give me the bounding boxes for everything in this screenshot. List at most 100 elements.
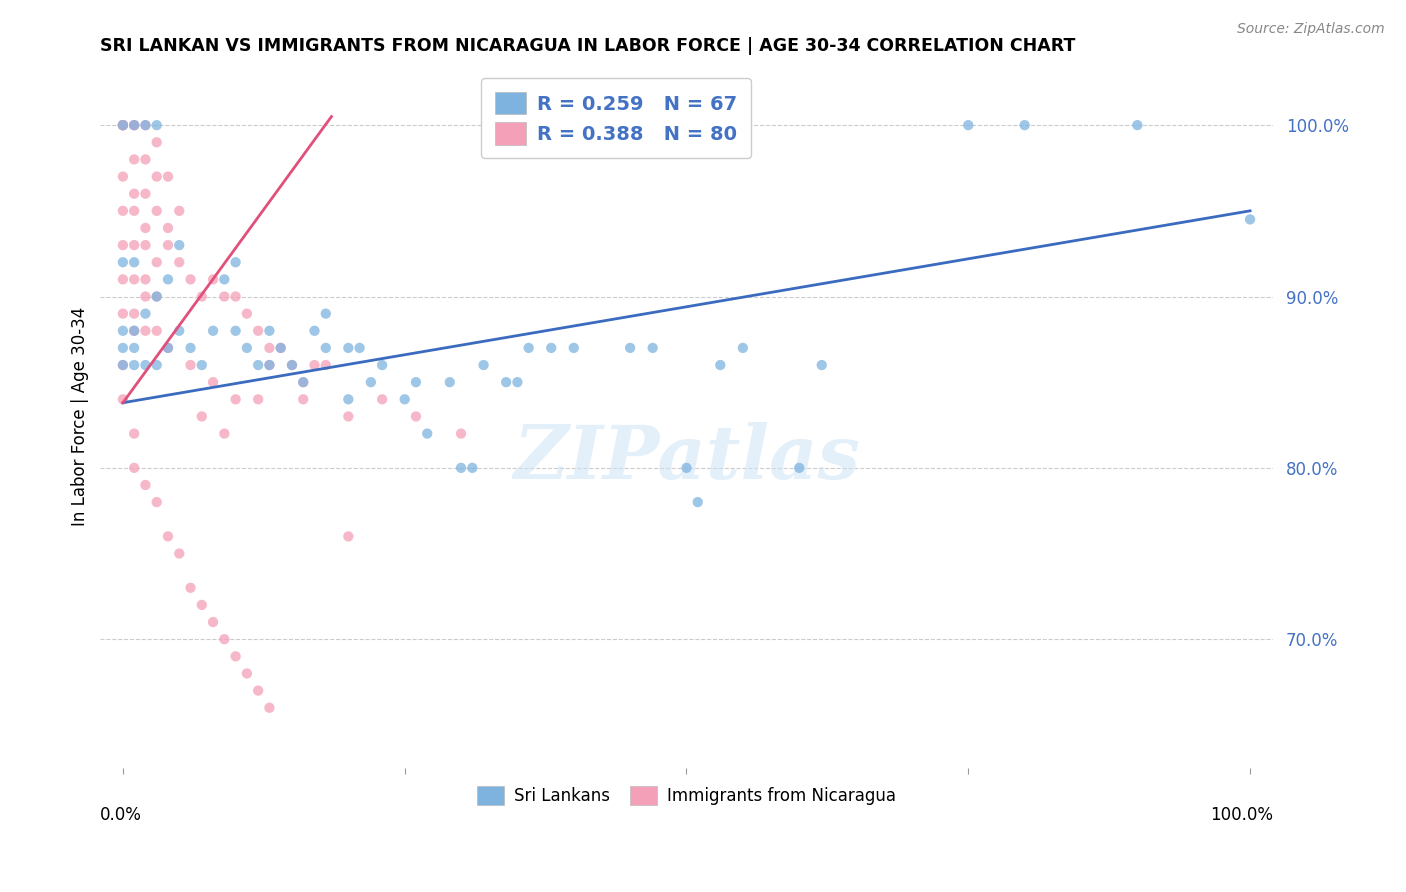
Point bbox=[394, 392, 416, 407]
Point bbox=[156, 272, 179, 286]
Point bbox=[405, 375, 427, 389]
Point bbox=[145, 118, 167, 132]
Text: SRI LANKAN VS IMMIGRANTS FROM NICARAGUA IN LABOR FORCE | AGE 30-34 CORRELATION C: SRI LANKAN VS IMMIGRANTS FROM NICARAGUA … bbox=[100, 37, 1076, 55]
Point bbox=[145, 289, 167, 303]
Point bbox=[247, 392, 270, 407]
Point bbox=[337, 392, 360, 407]
Point bbox=[236, 666, 259, 681]
Point bbox=[122, 153, 145, 167]
Point bbox=[111, 169, 134, 184]
Point bbox=[134, 186, 156, 201]
Point bbox=[259, 324, 281, 338]
Point bbox=[111, 238, 134, 252]
Point bbox=[180, 341, 202, 355]
Point bbox=[562, 341, 585, 355]
Point bbox=[731, 341, 754, 355]
Point bbox=[145, 358, 167, 372]
Point bbox=[167, 238, 190, 252]
Point bbox=[145, 203, 167, 218]
Point bbox=[111, 118, 134, 132]
Point bbox=[122, 307, 145, 321]
Point bbox=[122, 324, 145, 338]
Point bbox=[247, 358, 270, 372]
Point bbox=[686, 495, 709, 509]
Point bbox=[304, 358, 326, 372]
Point bbox=[450, 460, 472, 475]
Point bbox=[111, 118, 134, 132]
Point bbox=[134, 478, 156, 492]
Point bbox=[191, 289, 214, 303]
Text: Source: ZipAtlas.com: Source: ZipAtlas.com bbox=[1237, 22, 1385, 37]
Point bbox=[111, 203, 134, 218]
Point bbox=[145, 289, 167, 303]
Y-axis label: In Labor Force | Age 30-34: In Labor Force | Age 30-34 bbox=[72, 307, 89, 526]
Point bbox=[517, 341, 540, 355]
Point bbox=[450, 426, 472, 441]
Point bbox=[134, 118, 156, 132]
Point bbox=[202, 615, 225, 629]
Text: 100.0%: 100.0% bbox=[1209, 806, 1272, 824]
Point bbox=[1014, 118, 1036, 132]
Point bbox=[315, 341, 337, 355]
Point bbox=[1239, 212, 1261, 227]
Point bbox=[214, 272, 236, 286]
Point bbox=[145, 136, 167, 150]
Point bbox=[191, 358, 214, 372]
Point bbox=[134, 238, 156, 252]
Point bbox=[292, 375, 315, 389]
Point bbox=[167, 324, 190, 338]
Text: 0.0%: 0.0% bbox=[100, 806, 142, 824]
Point bbox=[439, 375, 461, 389]
Point bbox=[180, 358, 202, 372]
Point bbox=[122, 272, 145, 286]
Point bbox=[1126, 118, 1149, 132]
Point bbox=[461, 460, 484, 475]
Point bbox=[810, 358, 832, 372]
Point bbox=[122, 255, 145, 269]
Point bbox=[225, 289, 247, 303]
Point bbox=[122, 118, 145, 132]
Point bbox=[270, 341, 292, 355]
Point bbox=[202, 272, 225, 286]
Point bbox=[122, 118, 145, 132]
Point bbox=[111, 118, 134, 132]
Point bbox=[225, 392, 247, 407]
Point bbox=[111, 358, 134, 372]
Point bbox=[134, 307, 156, 321]
Point bbox=[202, 324, 225, 338]
Point bbox=[122, 460, 145, 475]
Point bbox=[225, 324, 247, 338]
Point bbox=[315, 307, 337, 321]
Point bbox=[122, 324, 145, 338]
Point bbox=[214, 426, 236, 441]
Point bbox=[167, 255, 190, 269]
Point bbox=[495, 375, 517, 389]
Point bbox=[304, 324, 326, 338]
Point bbox=[506, 375, 529, 389]
Point bbox=[259, 700, 281, 714]
Point bbox=[236, 341, 259, 355]
Point bbox=[281, 358, 304, 372]
Point bbox=[111, 272, 134, 286]
Point bbox=[214, 289, 236, 303]
Point bbox=[122, 426, 145, 441]
Point bbox=[180, 272, 202, 286]
Point bbox=[111, 118, 134, 132]
Point bbox=[202, 375, 225, 389]
Point bbox=[247, 683, 270, 698]
Point bbox=[225, 255, 247, 269]
Point bbox=[156, 169, 179, 184]
Point bbox=[270, 341, 292, 355]
Point bbox=[315, 358, 337, 372]
Point bbox=[122, 358, 145, 372]
Point bbox=[156, 529, 179, 543]
Point bbox=[337, 409, 360, 424]
Point bbox=[111, 341, 134, 355]
Point bbox=[134, 272, 156, 286]
Point bbox=[122, 203, 145, 218]
Point bbox=[145, 324, 167, 338]
Point bbox=[191, 409, 214, 424]
Point bbox=[134, 221, 156, 235]
Point bbox=[111, 358, 134, 372]
Point bbox=[259, 358, 281, 372]
